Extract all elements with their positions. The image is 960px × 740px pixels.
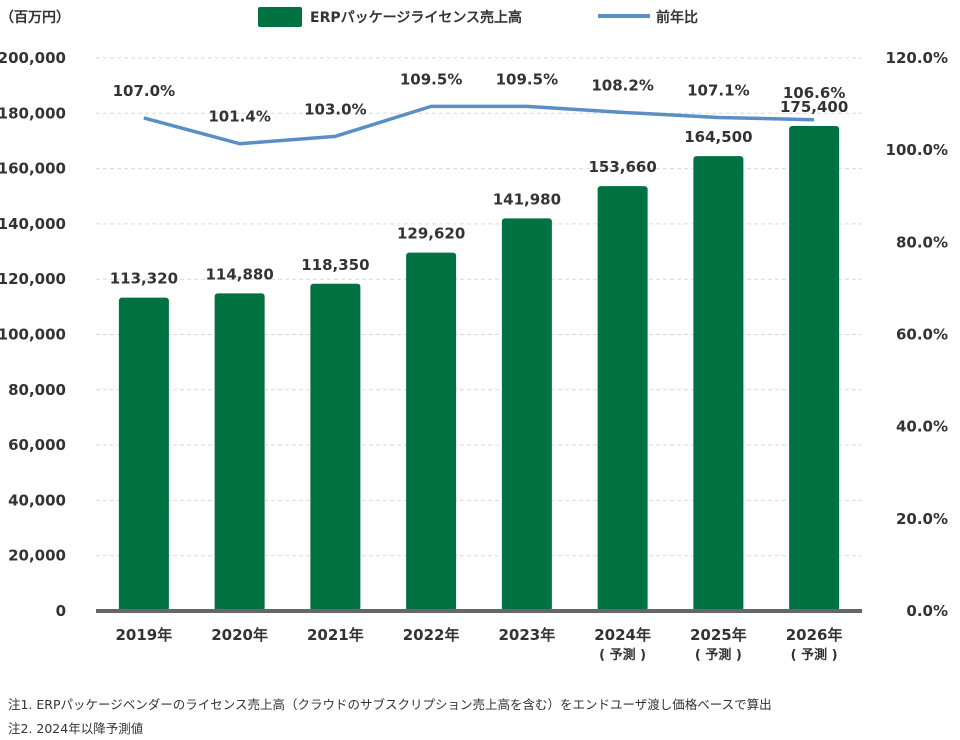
legend-bar-label: ERPパッケージライセンス売上高	[310, 9, 522, 26]
footnote-1: 注1. ERPパッケージベンダーのライセンス売上高（クラウドのサブスクリプション…	[8, 697, 772, 712]
bar-series	[118, 126, 840, 612]
bar	[789, 126, 840, 612]
bar-value-label: 141,980	[493, 190, 561, 208]
right-axis-ticks: 0.0% 20.0% 40.0% 60.0% 80.0% 100.0% 120.0%	[886, 49, 948, 620]
x-tick-label: 2021年	[307, 626, 364, 644]
right-tick-label: 0.0%	[906, 602, 948, 620]
bar-value-label: 114,880	[205, 265, 273, 283]
left-tick-label: 40,000	[8, 491, 66, 509]
erp-license-sales-chart: 0 20,000 40,000 60,000 80,000 100,000 120,000 1…	[0, 7, 948, 663]
bar-value-label: 175,400	[780, 98, 848, 116]
line-value-label: 106.6%	[783, 84, 845, 102]
left-axis-ticks: 0 20,000 40,000 60,000 80,000 100,000 120,000 1…	[0, 49, 66, 620]
bar-value-label: 153,660	[588, 158, 656, 176]
x-tick-label: 2024年	[594, 626, 651, 644]
legend: ERPパッケージライセンス売上高 前年比	[258, 7, 698, 27]
line-series	[143, 104, 815, 146]
x-tick-label: 2022年	[403, 626, 460, 644]
right-tick-label: 120.0%	[886, 49, 948, 67]
bar	[693, 156, 744, 611]
line-value-labels: 107.0% 101.4% 103.0% 109.5% 109.5% 108.2% 107.…	[113, 70, 846, 125]
x-tick-label: 2020年	[211, 626, 268, 644]
y-unit-label: （百万円）	[0, 10, 70, 26]
bar	[214, 293, 265, 611]
x-tick-sublabel: ( 予測 )	[695, 647, 742, 663]
line-value-label: 103.0%	[304, 100, 366, 118]
bar	[597, 186, 648, 611]
legend-line-label: 前年比	[656, 9, 698, 26]
x-tick-sublabel: ( 予測 )	[599, 647, 646, 663]
left-tick-label: 120,000	[0, 270, 66, 288]
x-tick-label: 2023年	[499, 626, 556, 644]
bar	[406, 252, 457, 611]
left-tick-label: 80,000	[8, 381, 66, 399]
x-tick-sublabel: ( 予測 )	[791, 647, 838, 663]
bar	[501, 218, 552, 611]
left-tick-label: 20,000	[8, 547, 66, 565]
left-tick-label: 0	[56, 602, 66, 620]
bar-value-label: 113,320	[110, 270, 178, 288]
left-tick-label: 100,000	[0, 326, 66, 344]
bar	[118, 297, 169, 611]
right-tick-label: 20.0%	[896, 510, 948, 528]
line-value-label: 107.1%	[687, 81, 749, 99]
left-tick-label: 140,000	[0, 215, 66, 233]
right-tick-label: 80.0%	[896, 233, 948, 251]
x-tick-label: 2026年	[786, 626, 843, 644]
left-tick-label: 160,000	[0, 160, 66, 178]
x-tick-label: 2019年	[116, 626, 173, 644]
x-tick-label: 2025年	[690, 626, 747, 644]
line-series-path	[143, 104, 815, 146]
x-axis-ticks: 2019年 2020年 2021年 2022年 2023年 2024年 ( 予測 ) 2025…	[116, 626, 843, 663]
bar-value-label: 164,500	[684, 128, 752, 146]
line-value-label: 109.5%	[496, 70, 558, 88]
left-tick-label: 200,000	[0, 49, 66, 67]
line-value-label: 109.5%	[400, 70, 462, 88]
line-value-label: 101.4%	[208, 108, 270, 126]
line-value-label: 108.2%	[591, 76, 653, 94]
bar-value-label: 129,620	[397, 225, 465, 243]
bar-value-labels: 113,320 114,880 118,350 129,620 141,980 153,6…	[110, 98, 849, 288]
bar	[310, 283, 361, 611]
right-tick-label: 40.0%	[896, 418, 948, 436]
legend-bar-swatch	[258, 7, 302, 27]
bar-value-label: 118,350	[301, 256, 369, 274]
footnote-2: 注2. 2024年以降予測値	[8, 721, 144, 736]
right-tick-label: 60.0%	[896, 326, 948, 344]
line-value-label: 107.0%	[113, 82, 175, 100]
left-tick-label: 180,000	[0, 104, 66, 122]
right-tick-label: 100.0%	[886, 141, 948, 159]
left-tick-label: 60,000	[8, 436, 66, 454]
